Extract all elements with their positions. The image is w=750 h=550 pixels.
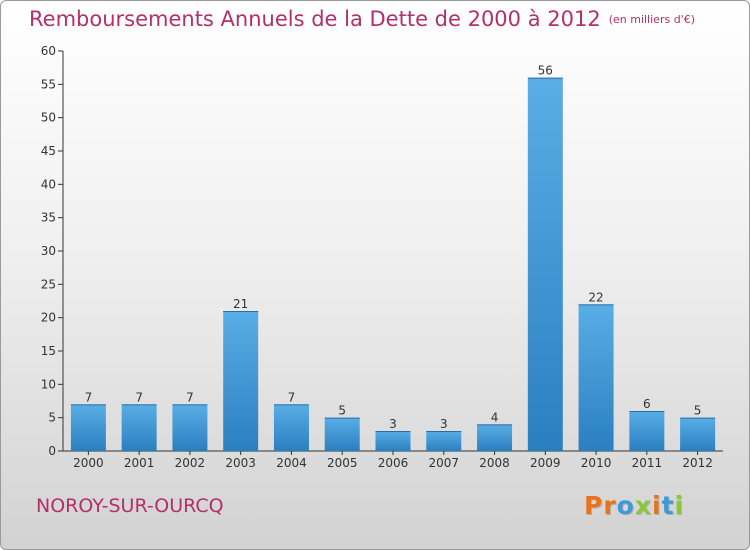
brand-letter: o	[616, 491, 635, 520]
bar-2008	[477, 424, 513, 451]
x-tick-label: 2002	[175, 456, 206, 470]
brand-letter: i	[674, 491, 685, 520]
bar-2010	[578, 304, 614, 451]
y-tick-label: 50	[41, 111, 56, 125]
bar-value-label: 5	[338, 404, 346, 418]
y-tick-label: 40	[41, 177, 56, 191]
x-tick-label: 2004	[276, 456, 307, 470]
bar-2001	[121, 404, 157, 451]
chart-title-text: Remboursements Annuels de la Dette de 20…	[29, 7, 601, 31]
bar-value-label: 21	[233, 297, 248, 311]
x-tick-label: 2010	[581, 456, 612, 470]
bar-value-label: 3	[440, 417, 448, 431]
brand-letter: t	[661, 491, 675, 520]
bar-2006	[375, 431, 411, 451]
city-name: NOROY-SUR-OURCQ	[36, 495, 224, 517]
y-axis: 0 5 10 15 20 25 30 35 40 45 50 55 60	[41, 44, 64, 458]
bar-2009	[527, 77, 563, 452]
y-tick-label: 60	[41, 44, 56, 58]
bar-value-label: 7	[135, 390, 143, 404]
bar-2012	[680, 417, 716, 451]
bar-value-label: 7	[85, 390, 93, 404]
bar-2004	[273, 404, 309, 451]
y-tick-label: 0	[48, 444, 56, 458]
chart-unit: (en milliers d'€)	[608, 13, 695, 26]
x-tick-label: 2009	[530, 456, 561, 470]
bars	[70, 77, 716, 452]
bar-2007	[426, 431, 462, 451]
brand-letter: r	[603, 491, 617, 520]
x-tick-label: 2012	[682, 456, 713, 470]
x-tick-label: 2006	[378, 456, 409, 470]
bar-2002	[172, 404, 208, 451]
x-tick-label: 2011	[632, 456, 663, 470]
bar-value-label: 22	[588, 290, 603, 304]
y-tick-label: 15	[41, 344, 56, 358]
data-labels: 7 7 7 21 7 5 3 3 4 56 22 6 5	[85, 64, 702, 431]
bar-2005	[324, 417, 360, 451]
x-axis: 2000 2001 2002 2003 2004 2005 2006 2007 2008 2009…	[63, 450, 723, 470]
proxiti-logo: Proxiti	[584, 491, 684, 520]
y-tick-label: 45	[41, 144, 56, 158]
brand-letter: P	[584, 491, 604, 520]
y-tick-label: 5	[48, 411, 56, 425]
bar-2011	[629, 411, 665, 451]
bar-value-label: 7	[186, 390, 194, 404]
bar-value-label: 3	[389, 417, 397, 431]
y-tick-label: 25	[41, 277, 56, 291]
bar-value-label: 6	[643, 397, 651, 411]
y-tick-label: 55	[41, 77, 56, 91]
bar-value-label: 56	[538, 64, 553, 78]
x-tick-label: 2007	[428, 456, 459, 470]
x-tick-label: 2000	[73, 456, 104, 470]
y-tick-label: 35	[41, 211, 56, 225]
x-tick-label: 2008	[479, 456, 510, 470]
y-tick-label: 30	[41, 244, 56, 258]
brand-letter: x	[634, 491, 652, 520]
bar-value-label: 5	[694, 404, 702, 418]
brand-letter: i	[652, 491, 662, 520]
bar-2003	[223, 311, 259, 451]
bar-value-label: 7	[288, 390, 296, 404]
bar-value-label: 4	[491, 410, 499, 424]
y-tick-label: 20	[41, 311, 56, 325]
y-tick-label: 10	[41, 377, 56, 391]
chart-title: Remboursements Annuels de la Dette de 20…	[29, 7, 695, 31]
x-tick-label: 2005	[327, 456, 358, 470]
bar-2000	[70, 404, 106, 451]
x-tick-label: 2003	[225, 456, 256, 470]
x-tick-label: 2001	[124, 456, 155, 470]
